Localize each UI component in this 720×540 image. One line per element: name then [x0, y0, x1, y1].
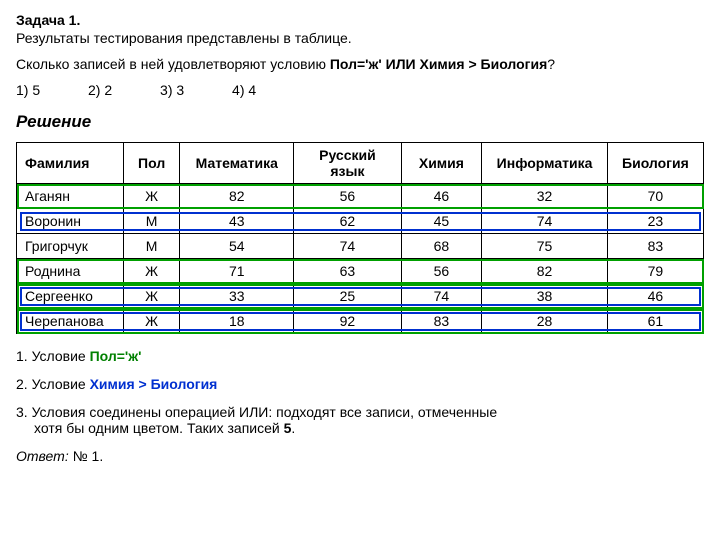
highlight-blue: [20, 287, 701, 306]
table-row: ГригорчукМ5474687583: [17, 234, 704, 259]
note-1-condition: Пол='ж': [90, 348, 142, 364]
answer-option-3: 3) 3: [160, 82, 184, 98]
highlight-blue: [20, 312, 701, 331]
task-heading: Задача 1.: [16, 12, 704, 28]
cell-inf: 75: [482, 234, 608, 259]
answer-options: 1) 5 2) 2 3) 3 4) 4: [16, 82, 704, 98]
col-chem: Химия: [401, 143, 482, 184]
question-suffix: ?: [547, 56, 555, 72]
note-2: 2. Условие Химия > Биология: [16, 376, 704, 392]
highlight-green: [17, 184, 704, 209]
col-rus: Русский язык: [294, 143, 401, 184]
answer-option-2: 2) 2: [88, 82, 112, 98]
table-wrap: Фамилия Пол Математика Русский язык Хими…: [16, 142, 704, 334]
highlight-blue: [20, 212, 701, 231]
note-2-condition: Химия > Биология: [90, 376, 218, 392]
answer-option-1: 1) 5: [16, 82, 40, 98]
note-1: 1. Условие Пол='ж': [16, 348, 704, 364]
task-intro: Результаты тестирования представлены в т…: [16, 30, 704, 46]
solution-label: Решение: [16, 112, 704, 132]
answer-option-4: 4) 4: [232, 82, 256, 98]
cell-bio: 83: [607, 234, 703, 259]
question-condition: Пол='ж' ИЛИ Химия > Биология: [330, 56, 547, 72]
cell-sex: М: [123, 234, 179, 259]
col-math: Математика: [180, 143, 294, 184]
col-inf: Информатика: [482, 143, 608, 184]
cell-rus: 74: [294, 234, 401, 259]
table-header-row: Фамилия Пол Математика Русский язык Хими…: [17, 143, 704, 184]
solution-notes: 1. Условие Пол='ж' 2. Условие Химия > Би…: [16, 348, 704, 464]
cell-math: 54: [180, 234, 294, 259]
task-question: Сколько записей в ней удовлетворяют усло…: [16, 56, 704, 72]
col-sex: Пол: [123, 143, 179, 184]
cell-chem: 68: [401, 234, 482, 259]
highlight-green: [17, 259, 704, 284]
cell-surname: Григорчук: [17, 234, 124, 259]
col-surname: Фамилия: [17, 143, 124, 184]
note-3: 3. Условия соединены операцией ИЛИ: подх…: [16, 404, 704, 436]
col-bio: Биология: [607, 143, 703, 184]
final-answer: Ответ: № 1.: [16, 448, 704, 464]
question-prefix: Сколько записей в ней удовлетворяют усло…: [16, 56, 330, 72]
